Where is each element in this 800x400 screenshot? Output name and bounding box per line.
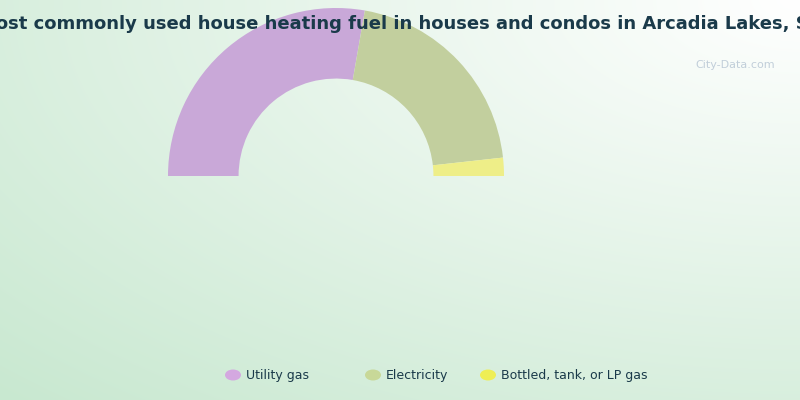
Text: Utility gas: Utility gas (246, 368, 309, 382)
Text: City-Data.com: City-Data.com (695, 60, 775, 70)
Text: Most commonly used house heating fuel in houses and condos in Arcadia Lakes, SC: Most commonly used house heating fuel in… (0, 15, 800, 33)
Ellipse shape (480, 370, 496, 380)
Wedge shape (168, 8, 365, 176)
Wedge shape (353, 10, 503, 165)
Ellipse shape (365, 370, 381, 380)
Text: Bottled, tank, or LP gas: Bottled, tank, or LP gas (501, 368, 647, 382)
Wedge shape (433, 158, 504, 176)
Text: Electricity: Electricity (386, 368, 448, 382)
Ellipse shape (225, 370, 241, 380)
